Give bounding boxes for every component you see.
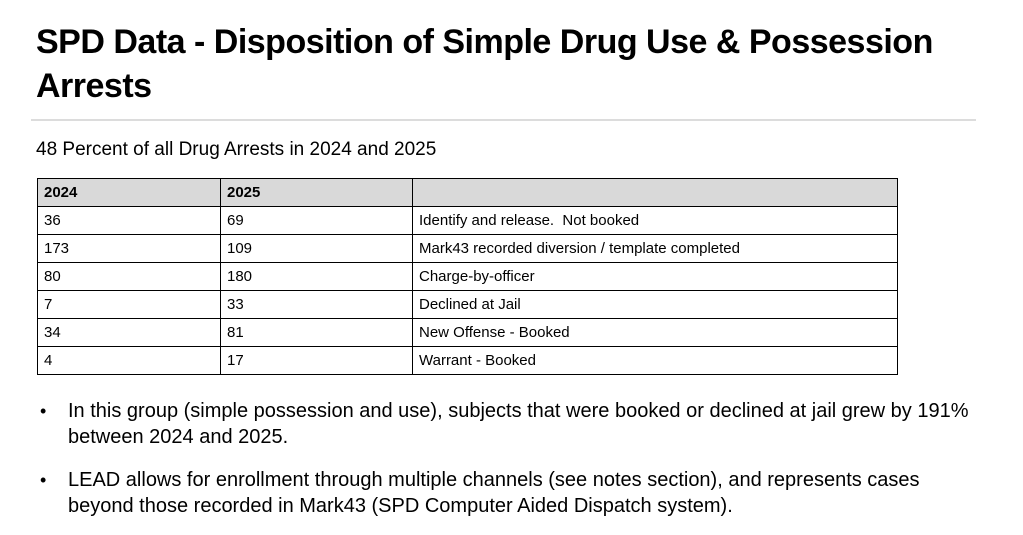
notes-list: • In this group (simple possession and u… [38,398,983,535]
table-row: 173 109 Mark43 recorded diversion / temp… [37,234,898,263]
cell-disposition: Warrant - Booked [412,346,898,375]
table-row: 7 33 Declined at Jail [37,290,898,319]
table-row: 4 17 Warrant - Booked [37,346,898,375]
slide-title: SPD Data - Disposition of Simple Drug Us… [36,23,933,105]
cell-2025: 33 [220,290,413,319]
table-row: 80 180 Charge-by-officer [37,262,898,291]
table-header-row: 2024 2025 [37,178,898,207]
header-disposition [412,178,898,207]
disposition-table: 2024 2025 36 69 Identify and release. No… [37,178,898,375]
cell-2024: 34 [37,318,221,347]
cell-disposition: Charge-by-officer [412,262,898,291]
cell-2025: 180 [220,262,413,291]
bullet-text: LEAD allows for enrollment through multi… [68,469,920,517]
table-row: 36 69 Identify and release. Not booked [37,206,898,235]
cell-disposition: Mark43 recorded diversion / template com… [412,234,898,263]
header-2024: 2024 [37,178,221,207]
bullet-icon: • [40,401,47,421]
cell-2024: 4 [37,346,221,375]
cell-2024: 80 [37,262,221,291]
list-item: • In this group (simple possession and u… [38,398,983,450]
slide-subtitle: 48 Percent of all Drug Arrests in 2024 a… [36,139,437,160]
cell-2025: 109 [220,234,413,263]
cell-disposition: Declined at Jail [412,290,898,319]
header-2025: 2025 [220,178,413,207]
cell-2024: 173 [37,234,221,263]
cell-2025: 17 [220,346,413,375]
bullet-icon: • [40,470,47,490]
cell-disposition: Identify and release. Not booked [412,206,898,235]
cell-2025: 69 [220,206,413,235]
cell-2025: 81 [220,318,413,347]
cell-disposition: New Offense - Booked [412,318,898,347]
cell-2024: 36 [37,206,221,235]
table-row: 34 81 New Offense - Booked [37,318,898,347]
bullet-text: In this group (simple possession and use… [68,400,969,448]
title-divider [31,119,976,121]
list-item: • LEAD allows for enrollment through mul… [38,467,983,519]
cell-2024: 7 [37,290,221,319]
